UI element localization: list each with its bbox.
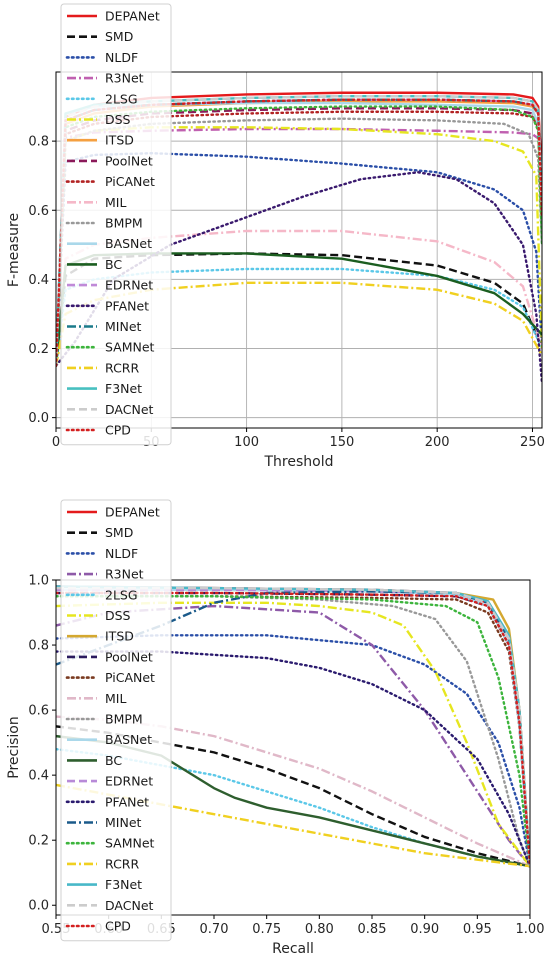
series-line-cpd (56, 591, 530, 868)
legend-entry-depanet: DEPANet (105, 505, 160, 520)
legend-entry-smd: SMD (105, 525, 133, 540)
legend-box (60, 3, 172, 446)
legend-entry-poolnet: PoolNet (105, 153, 153, 168)
x-tick-label: 100 (234, 435, 259, 450)
x-tick-label: 0.75 (252, 922, 281, 937)
y-tick-label: 0.2 (28, 834, 49, 849)
legend-entry-2lsg: 2LSG (105, 587, 138, 602)
legend-entry-nldf: NLDF (105, 50, 138, 65)
legend-entry-mil: MIL (105, 691, 126, 706)
series-line-pfanet (56, 650, 530, 868)
x-tick-label: 0.70 (200, 922, 229, 937)
chart-panel-2: 0.550.600.650.700.750.800.850.900.951.00… (6, 499, 545, 957)
legend-entry-edrnet: EDRNet (105, 774, 153, 789)
legend-entry-rcrr: RCRR (105, 360, 139, 375)
legend-entry-f3net: F3Net (105, 381, 142, 396)
y-tick-label: 0.6 (28, 204, 49, 219)
legend-entry-cpd: CPD (105, 919, 131, 934)
axes-frame (55, 579, 531, 916)
x-tick-label: 150 (329, 435, 354, 450)
x-tick-label: 0.90 (410, 922, 439, 937)
legend-entry-bc: BC (105, 753, 122, 768)
y-tick-label: 0.8 (28, 135, 49, 150)
legend-entry-itsd: ITSD (105, 133, 134, 148)
x-tick-label: 0.85 (358, 922, 387, 937)
series-line-mil (56, 715, 530, 868)
legend-entry-samnet: SAMNet (105, 340, 155, 355)
series-line-dss (56, 601, 530, 867)
series-line-bmpm (56, 595, 530, 868)
legend-entry-cpd: CPD (105, 423, 131, 438)
y-tick-label: 0.4 (28, 769, 49, 784)
legend-entry-minet: MINet (105, 815, 142, 830)
x-tick-label: 1.00 (516, 922, 545, 937)
x-tick-label: 0.95 (463, 922, 492, 937)
series-line-dacnet (56, 586, 530, 867)
legend-entry-itsd: ITSD (105, 629, 134, 644)
legend-entry-pfanet: PFANet (105, 298, 149, 313)
legend-entry-bc: BC (105, 257, 122, 272)
legend-entry-poolnet: PoolNet (105, 649, 153, 664)
legend-entry-r3net: R3Net (105, 567, 144, 582)
x-axis-label: Threshold (264, 454, 334, 470)
series-line-smd (56, 252, 542, 366)
legend-entry-dacnet: DACNet (105, 898, 154, 913)
y-tick-label: 0.2 (28, 342, 49, 357)
series-line-nldf (56, 634, 530, 868)
x-tick-label: 200 (425, 435, 450, 450)
x-axis-label: Recall (272, 941, 314, 957)
y-tick-label: 0.0 (28, 411, 49, 426)
axes-frame (55, 71, 543, 429)
legend-entry-f3net: F3Net (105, 877, 142, 892)
legend-entry-picanet: PiCANet (105, 174, 155, 189)
legend-entry-pfanet: PFANet (105, 794, 149, 809)
legend-entry-minet: MINet (105, 319, 142, 334)
legend-entry-mil: MIL (105, 195, 126, 210)
series-line-samnet (56, 595, 530, 868)
legend-entry-basnet: BASNet (105, 236, 152, 251)
legend-entry-2lsg: 2LSG (105, 91, 138, 106)
y-axis-label: Precision (6, 716, 22, 778)
series-line-minet (56, 98, 542, 366)
y-tick-label: 0.4 (28, 273, 49, 288)
legend-entry-depanet: DEPANet (105, 9, 160, 24)
chart-panel-1: 0501001502002500.00.20.40.60.8ThresholdF… (6, 3, 545, 470)
x-tick-label: 0 (52, 435, 60, 450)
legend-entry-dacnet: DACNet (105, 402, 154, 417)
x-tick-label: 0.80 (305, 922, 334, 937)
legend-entry-edrnet: EDRNet (105, 278, 153, 293)
y-tick-label: 0.8 (28, 639, 49, 654)
legend-entry-basnet: BASNet (105, 732, 152, 747)
legend-entry-dss: DSS (105, 112, 131, 127)
legend-entry-bmpm: BMPM (105, 216, 143, 231)
y-axis-label: F-measure (6, 213, 22, 287)
legend-entry-rcrr: RCRR (105, 856, 139, 871)
series-line-pfanet (56, 171, 542, 385)
legend-entry-nldf: NLDF (105, 546, 138, 561)
legend-entry-dss: DSS (105, 608, 131, 623)
legend-entry-picanet: PiCANet (105, 670, 155, 685)
legend: DEPANet SMD NLDF R3Net 2LSG DSS ITSD PoolNet PiC… (60, 499, 172, 942)
x-tick-label: 250 (520, 435, 545, 450)
legend-entry-smd: SMD (105, 29, 133, 44)
legend-box (60, 499, 172, 942)
legend-entry-r3net: R3Net (105, 71, 144, 86)
y-tick-label: 0.0 (28, 899, 49, 914)
legend: DEPANet SMD NLDF R3Net 2LSG DSS ITSD PoolNet PiC… (60, 3, 172, 446)
series-line-nldf (56, 152, 542, 367)
y-tick-label: 0.6 (28, 704, 49, 719)
legend-entry-samnet: SAMNet (105, 836, 155, 851)
legend-entry-bmpm: BMPM (105, 712, 143, 727)
y-tick-label: 1.0 (28, 574, 49, 589)
